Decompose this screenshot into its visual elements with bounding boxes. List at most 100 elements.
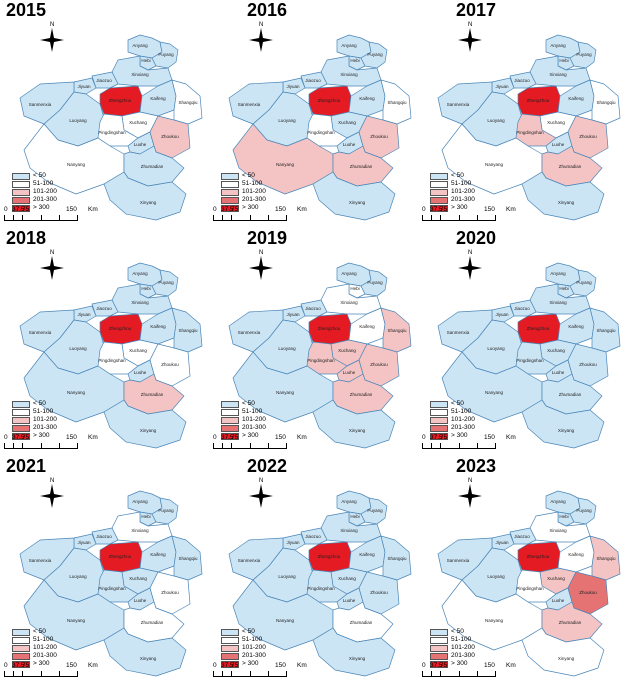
north-arrow-icon: N: [249, 22, 273, 52]
city-label-shangqiu: Shangqiu: [387, 328, 407, 333]
legend-swatch: [221, 416, 239, 424]
scale-bar: 0 37.5 75 150 Km: [422, 206, 516, 221]
legend-item: 201-300: [221, 652, 266, 660]
legend-label: 101-200: [451, 188, 475, 195]
scale-tick-label: 37.5: [12, 434, 25, 441]
map-panel-2020: 2020 N Anyang Hebi Puyang Xinxiang Jiaozuo Jiyu…: [418, 228, 627, 456]
legend-swatch: [12, 400, 30, 408]
legend-swatch: [430, 652, 448, 660]
henan-province-map: N Anyang Hebi Puyang Xinxiang Jiaozuo Jiyuan Sa…: [19, 478, 203, 677]
scale-line: [213, 443, 287, 449]
legend: < 50 51-100 101-200 201-300 > 300: [221, 628, 266, 668]
city-label-xuchang: Xuchang: [338, 348, 356, 353]
city-label-jiaozuo: Jiaozuo: [96, 78, 112, 83]
scale-tick-label: 37.5: [221, 434, 234, 441]
legend-swatch: [430, 408, 448, 416]
legend-item: > 300: [221, 660, 266, 668]
legend-label: 101-200: [33, 188, 57, 195]
city-label-anyang: Anyang: [550, 43, 566, 48]
city-label-hebi: Hebi: [350, 286, 359, 291]
scale-tick-label: 0: [213, 206, 217, 213]
legend-swatch: [430, 644, 448, 652]
scale-tick-label: 0: [4, 206, 8, 213]
city-label-pingdingshan: Pingdingshan: [307, 586, 335, 591]
scale-tick-label: 0: [422, 206, 426, 213]
city-label-puyang: Puyang: [158, 280, 174, 285]
legend-swatch: [430, 400, 448, 408]
legend-label: < 50: [242, 172, 255, 179]
legend-item: 101-200: [221, 644, 266, 652]
legend-label: 51-100: [451, 636, 472, 643]
legend-swatch: [430, 636, 448, 644]
city-label-zhengzhou: Zhengzhou: [109, 326, 132, 331]
legend-item: < 50: [430, 400, 475, 408]
scale-tick-label: 0: [4, 434, 8, 441]
scale-line: [422, 215, 496, 221]
city-label-jiyuan: Jiyuan: [495, 540, 509, 545]
legend-item: 101-200: [12, 416, 57, 424]
city-label-pingdingshan: Pingdingshan: [98, 586, 126, 591]
legend-item: < 50: [221, 400, 266, 408]
city-label-zhengzhou: Zhengzhou: [527, 98, 550, 103]
legend-item: 101-200: [430, 416, 475, 424]
legend-item: > 300: [430, 432, 475, 440]
legend-item: 201-300: [430, 196, 475, 204]
legend-item: 51-100: [430, 408, 475, 416]
legend-item: 101-200: [221, 416, 266, 424]
city-label-xinxiang: Xinxiang: [549, 528, 567, 533]
scale-line: [422, 671, 496, 677]
city-label-zhumadian: Zhumadian: [559, 164, 582, 169]
city-label-luohe: Luohe: [343, 142, 356, 147]
city-label-jiyuan: Jiyuan: [495, 84, 509, 89]
city-label-zhoukou: Zhoukou: [161, 134, 179, 139]
north-arrow-icon: N: [458, 250, 482, 280]
city-label-luoyang: Luoyang: [487, 118, 505, 123]
scale-tick-label: 37.5: [12, 662, 25, 669]
legend-label: 201-300: [451, 196, 475, 203]
city-label-jiyuan: Jiyuan: [77, 84, 91, 89]
legend-label: < 50: [451, 628, 464, 635]
north-arrow-icon: N: [40, 22, 64, 52]
city-label-luoyang: Luoyang: [487, 346, 505, 351]
year-title: 2015: [6, 0, 47, 20]
city-label-zhengzhou: Zhengzhou: [109, 98, 132, 103]
map-panel-2017: 2017 N Anyang Hebi Puyang Xinxiang Jiaozuo Jiyu…: [418, 0, 627, 228]
city-label-kaifeng: Kaifeng: [359, 324, 375, 329]
scale-tick-label: 150: [66, 206, 77, 213]
legend-item: 51-100: [430, 636, 475, 644]
scale-tick-label: 0: [422, 434, 426, 441]
city-label-xuchang: Xuchang: [547, 120, 565, 125]
legend-swatch: [221, 400, 239, 408]
scale-line: [213, 671, 287, 677]
city-label-kaifeng: Kaifeng: [568, 96, 584, 101]
legend-swatch: [430, 196, 448, 204]
city-label-zhengzhou: Zhengzhou: [318, 326, 341, 331]
city-label-xinxiang: Xinxiang: [340, 528, 358, 533]
scale-tick-label: 150: [275, 434, 286, 441]
legend-item: 201-300: [12, 424, 57, 432]
city-label-jiyuan: Jiyuan: [286, 84, 300, 89]
legend-swatch: [221, 432, 239, 440]
north-label: N: [50, 250, 54, 256]
legend: < 50 51-100 101-200 201-300 > 300: [12, 172, 57, 212]
legend-swatch: [12, 196, 30, 204]
scale-unit: Km: [88, 206, 98, 213]
city-label-zhengzhou: Zhengzhou: [527, 554, 550, 559]
legend-item: 101-200: [12, 644, 57, 652]
city-label-luohe: Luohe: [552, 598, 565, 603]
legend-swatch: [12, 432, 30, 440]
city-label-shangqiu: Shangqiu: [387, 100, 407, 105]
legend-swatch: [221, 636, 239, 644]
legend-item: > 300: [12, 432, 57, 440]
henan-province-map: N Anyang Hebi Puyang Xinxiang Jiaozuo Jiyuan Sa…: [19, 250, 203, 449]
city-label-anyang: Anyang: [550, 499, 566, 504]
city-label-sanmenxia: Sanmenxia: [447, 558, 470, 563]
scale-tick-label: 37.5: [430, 662, 443, 669]
scale-bar: 0 37.5 75 150 Km: [4, 434, 98, 449]
city-label-sanmenxia: Sanmenxia: [238, 330, 261, 335]
legend-item: 201-300: [12, 196, 57, 204]
city-label-anyang: Anyang: [341, 499, 357, 504]
city-label-anyang: Anyang: [132, 271, 148, 276]
legend-label: 51-100: [33, 408, 54, 415]
city-label-luohe: Luohe: [134, 142, 147, 147]
